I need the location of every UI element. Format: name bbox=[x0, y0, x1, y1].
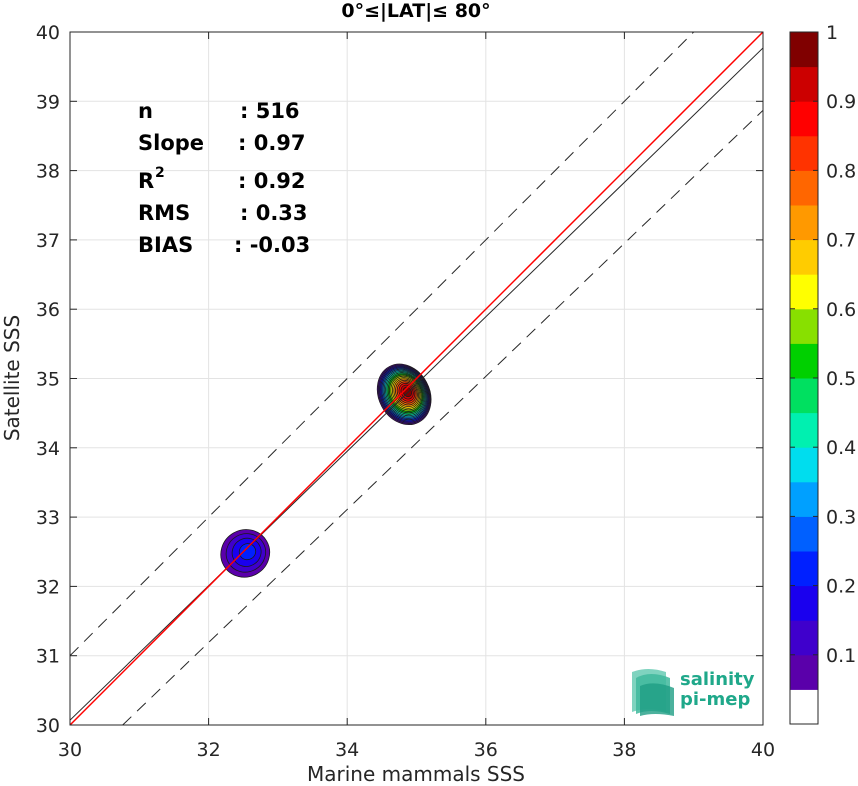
colorbar-segment bbox=[790, 447, 818, 483]
regression-line bbox=[70, 47, 763, 721]
colorbar-segment bbox=[790, 585, 818, 621]
y-tick-label: 38 bbox=[36, 161, 60, 183]
x-tick-label: 32 bbox=[197, 739, 221, 761]
colorbar-tick-label: 0.4 bbox=[826, 437, 856, 459]
y-tick-label: 36 bbox=[36, 299, 60, 321]
stat-label: RMS bbox=[138, 201, 190, 225]
stat-label: BIAS bbox=[138, 233, 193, 257]
y-tick-label: 34 bbox=[36, 438, 60, 460]
stat-value: : 0.33 bbox=[240, 201, 308, 225]
x-tick-label: 30 bbox=[58, 739, 82, 761]
stat-superscript: 2 bbox=[155, 165, 165, 181]
upper-bound-line bbox=[70, 32, 695, 657]
colorbar-tick-label: 1 bbox=[826, 22, 838, 44]
stat-value: : 516 bbox=[240, 99, 300, 123]
colorbar-segment bbox=[790, 170, 818, 206]
colorbar-segment bbox=[790, 135, 818, 171]
colorbar-tick-label: 0.7 bbox=[826, 230, 856, 252]
x-axis-label: Marine mammals SSS bbox=[307, 762, 525, 786]
colorbar: 0.1 0.2 0.3 0.4 0.5 0.6 0.7 0.8 0.9 1 bbox=[789, 22, 856, 725]
stat-value: : -0.03 bbox=[234, 233, 310, 257]
logo-line1: salinity bbox=[680, 669, 755, 690]
x-tick-label: 34 bbox=[335, 739, 359, 761]
colorbar-segment bbox=[790, 654, 818, 690]
y-axis-label: Satellite SSS bbox=[0, 315, 24, 441]
y-tick-label: 30 bbox=[36, 715, 60, 737]
y-tick-label: 31 bbox=[36, 646, 60, 668]
x-tick-label: 36 bbox=[474, 739, 498, 761]
colorbar-segment bbox=[790, 66, 818, 102]
fit-lines bbox=[70, 32, 763, 725]
colorbar-segment bbox=[790, 239, 818, 275]
y-tick-label: 39 bbox=[36, 91, 60, 113]
chart-title: 0°≤|LAT|≤ 80° bbox=[341, 0, 490, 22]
logo: salinity pi-mep bbox=[632, 669, 755, 716]
colorbar-segment bbox=[790, 620, 818, 656]
colorbar-tick-label: 0.9 bbox=[826, 91, 856, 113]
stat-label: n bbox=[138, 99, 153, 123]
x-tick-label: 40 bbox=[751, 739, 775, 761]
stat-value: : 0.97 bbox=[238, 131, 306, 155]
y-tick-label: 33 bbox=[36, 507, 60, 529]
colorbar-tick-label: 0.2 bbox=[826, 576, 856, 598]
grid-lines bbox=[69, 31, 764, 726]
colorbar-tick-label: 0.8 bbox=[826, 160, 856, 182]
axis-ticks: 30 32 34 36 38 40 30 31 32 33 34 35 36 37 38 39 40 bbox=[36, 22, 775, 761]
colorbar-segment bbox=[790, 32, 818, 68]
colorbar-segment bbox=[790, 412, 818, 448]
stat-label: Slope bbox=[138, 131, 204, 155]
y-tick-label: 32 bbox=[36, 576, 60, 598]
y-tick-label: 37 bbox=[36, 230, 60, 252]
colorbar-segment bbox=[790, 205, 818, 241]
colorbar-segment bbox=[790, 481, 818, 517]
colorbar-tick-label: 0.5 bbox=[826, 368, 856, 390]
colorbar-tick-label: 0.1 bbox=[826, 645, 856, 667]
colorbar-segment bbox=[790, 689, 818, 725]
logo-line2: pi-mep bbox=[680, 689, 750, 710]
colorbar-tick-label: 0.3 bbox=[826, 506, 856, 528]
logo-wave-icon bbox=[632, 669, 674, 716]
y-tick-label: 35 bbox=[36, 369, 60, 391]
colorbar-segment bbox=[790, 516, 818, 552]
colorbar-segment bbox=[790, 308, 818, 344]
stat-label: R bbox=[138, 169, 154, 193]
lower-bound-line bbox=[122, 109, 763, 725]
y-tick-label: 40 bbox=[36, 22, 60, 44]
colorbar-segment bbox=[790, 378, 818, 414]
density-contour-secondary bbox=[238, 543, 257, 561]
colorbar-tick-label: 0.6 bbox=[826, 299, 856, 321]
colorbar-segment bbox=[790, 551, 818, 587]
statistics-box: n : 516 Slope : 0.97 R 2 : 0.92 RMS : 0.33 BIAS : … bbox=[138, 99, 310, 257]
colorbar-segment bbox=[790, 343, 818, 379]
stat-value: : 0.92 bbox=[238, 169, 306, 193]
colorbar-segment bbox=[790, 101, 818, 137]
colorbar-segment bbox=[790, 274, 818, 310]
x-tick-label: 38 bbox=[612, 739, 636, 761]
identity-line bbox=[70, 32, 763, 725]
